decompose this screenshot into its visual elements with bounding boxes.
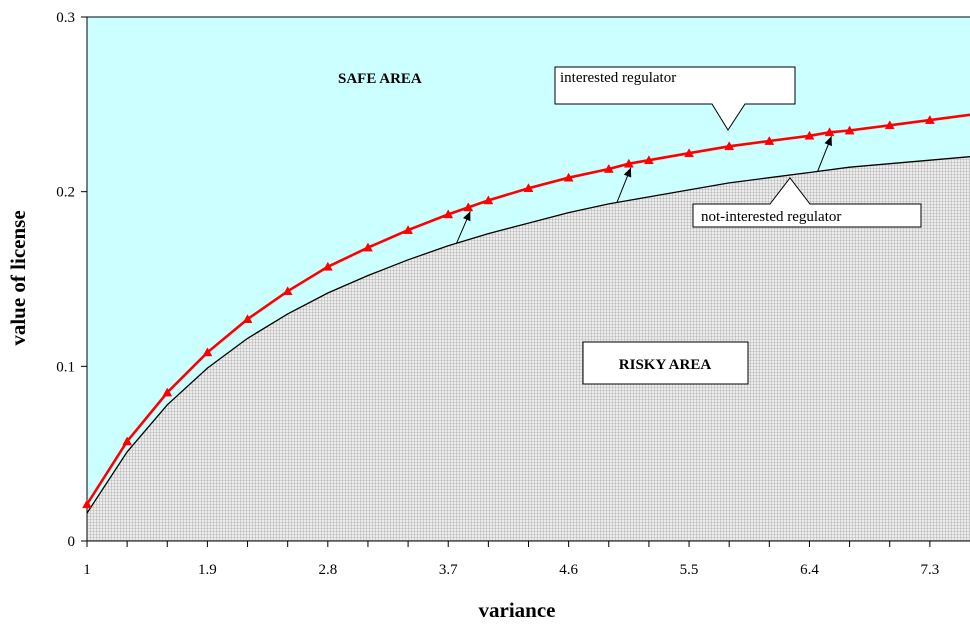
x-axis-title: variance — [479, 598, 556, 622]
risky-area-box — [582, 341, 749, 385]
risky-area — [87, 156, 970, 541]
point-marker-interested — [844, 125, 855, 135]
point-marker-interested — [363, 242, 373, 252]
y-tick-label: 0.1 — [56, 359, 75, 375]
y-tick-label: 0.3 — [56, 10, 75, 26]
point-marker-interested — [684, 148, 694, 158]
series-line-not-interested — [86, 156, 970, 514]
point-marker-interested — [623, 158, 634, 168]
x-tick-label: 5.5 — [680, 562, 699, 578]
point-marker-interested — [924, 115, 935, 124]
point-marker-interested — [483, 195, 494, 205]
safe-area-label: SAFE AREA — [338, 71, 422, 87]
point-marker-interested — [643, 155, 654, 165]
point-marker-interested — [804, 130, 815, 140]
point-marker-interested — [202, 347, 213, 357]
x-tick-label: 3.7 — [439, 562, 458, 578]
point-marker-interested — [82, 499, 92, 509]
not-interested-callout-text: not-interested regulator — [701, 209, 841, 225]
x-tick-label: 7.3 — [920, 562, 939, 578]
x-tick-label: 2.8 — [318, 562, 337, 578]
point-marker-interested — [764, 135, 775, 145]
point-marker-interested — [242, 314, 253, 324]
point-marker-interested — [724, 141, 735, 151]
risky-area-callout: RISKY AREA — [582, 341, 749, 385]
series-line-interested — [85, 113, 970, 505]
x-tick-label: 1 — [83, 562, 91, 578]
point-marker-interested — [563, 172, 574, 182]
y-tick-label: 0.2 — [56, 185, 75, 201]
interested-callout-bubble — [554, 66, 796, 131]
interested-regulator-callout: interested regulator — [554, 66, 796, 131]
not-interested-callout-bubble — [692, 177, 922, 228]
point-marker-interested — [603, 163, 614, 173]
x-tick-label: 6.4 — [800, 562, 819, 578]
x-tick-label: 1.9 — [198, 562, 217, 578]
risky-area-label: RISKY AREA — [619, 357, 712, 373]
y-axis-title: value of license — [6, 210, 30, 345]
point-marker-interested — [282, 286, 293, 296]
y-tick-label: 0 — [68, 534, 76, 550]
point-marker-interested — [162, 387, 173, 397]
point-marker-interested — [523, 183, 534, 193]
point-marker-interested — [122, 436, 133, 446]
point-marker-interested — [322, 261, 333, 271]
point-marker-interested — [443, 209, 454, 219]
point-marker-interested — [884, 120, 895, 130]
not-interested-regulator-callout: not-interested regulator — [692, 177, 922, 228]
point-marker-interested — [403, 225, 414, 234]
point-marker-interested — [824, 127, 835, 137]
point-marker-interested — [463, 202, 474, 212]
shift-arrow-head — [623, 167, 632, 178]
shift-arrow-head — [824, 136, 832, 147]
interested-callout-text: interested regulator — [560, 70, 676, 86]
x-tick-label: 4.6 — [559, 562, 578, 578]
shift-arrow-head — [463, 211, 471, 222]
